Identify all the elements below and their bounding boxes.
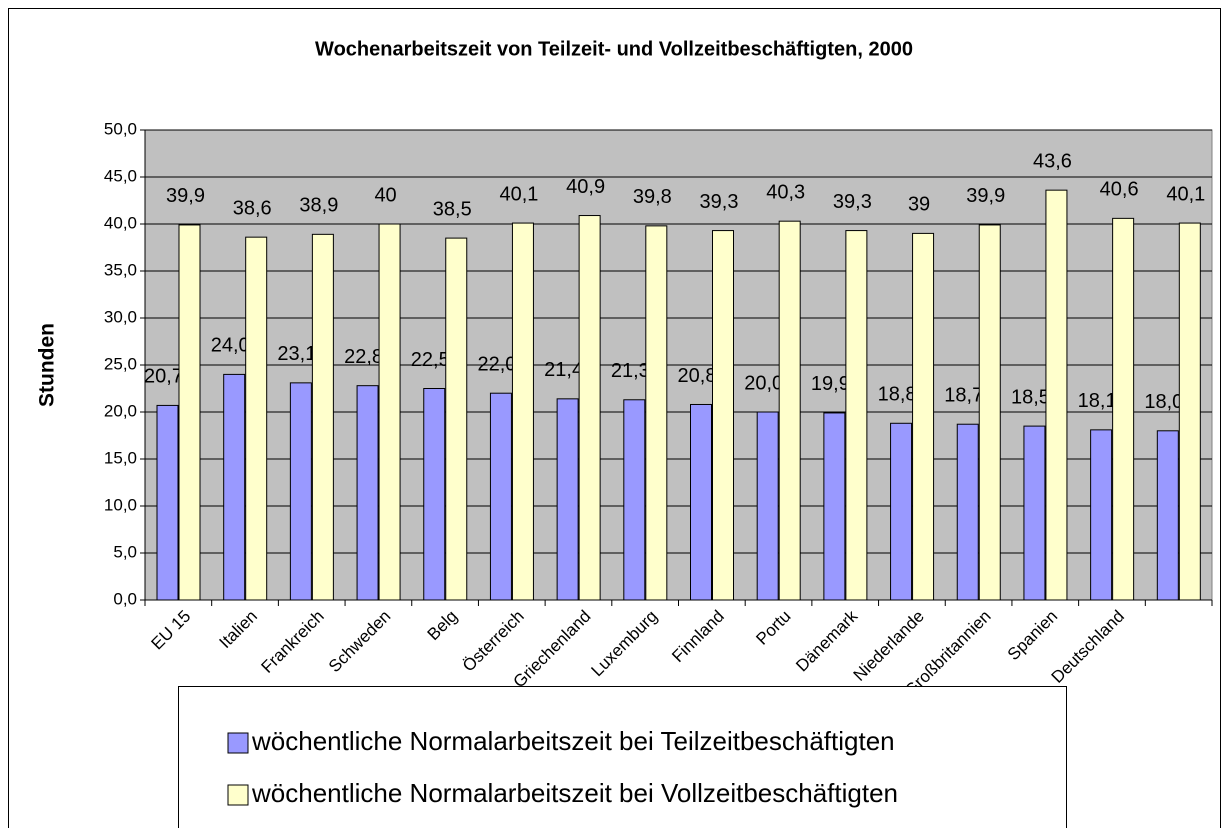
bar (978, 224, 1001, 601)
bar (156, 404, 179, 601)
data-label: 18,1 (1078, 390, 1117, 412)
bar (489, 392, 512, 601)
data-label: 39,3 (700, 191, 739, 213)
bar (845, 230, 868, 601)
data-label: 43,6 (1033, 150, 1072, 172)
y-tick-label: 10,0 (104, 495, 137, 514)
bar (756, 411, 779, 601)
chart-title: Wochenarbeitszeit von Teilzeit- und Voll… (315, 38, 913, 60)
data-label: 38,6 (233, 197, 272, 219)
data-label: 38,5 (433, 198, 472, 220)
y-tick-label: 25,0 (104, 354, 137, 373)
data-label: 18,7 (944, 385, 983, 407)
bar (311, 233, 334, 601)
bar (245, 236, 268, 601)
bar (1112, 217, 1135, 601)
legend-label: wöchentliche Normalarbeitszeit bei Vollz… (251, 778, 898, 808)
y-tick-label: 40,0 (104, 213, 137, 232)
bar (378, 223, 401, 601)
data-label: 39,9 (166, 185, 205, 207)
data-label: 21,3 (611, 360, 650, 382)
data-label: 40 (374, 184, 396, 206)
data-label: 21,4 (544, 359, 583, 381)
data-label: 39,9 (966, 185, 1005, 207)
bar (778, 220, 801, 601)
bar (223, 373, 246, 601)
data-label: 40,1 (1166, 183, 1205, 205)
data-label: 40,6 (1100, 179, 1139, 201)
data-label: 19,9 (811, 373, 850, 395)
bar (1178, 222, 1201, 601)
data-label: 39 (908, 194, 930, 216)
y-tick-label: 20,0 (104, 401, 137, 420)
legend-label: wöchentliche Normalarbeitszeit bei Teilz… (251, 726, 895, 756)
data-label: 18,8 (878, 384, 917, 406)
bar (556, 398, 579, 601)
data-label: 40,9 (566, 176, 605, 198)
y-tick-label: 35,0 (104, 260, 137, 279)
data-label: 20,7 (144, 366, 183, 388)
y-tick-label: 5,0 (113, 542, 137, 561)
data-label: 22,8 (344, 346, 383, 368)
bar (578, 215, 601, 601)
bar (623, 399, 646, 601)
bar (712, 230, 734, 601)
data-label: 22,0 (477, 353, 516, 375)
bar (1090, 429, 1113, 601)
data-label: 40,1 (499, 183, 538, 205)
data-label: 18,0 (1144, 391, 1183, 413)
bar (445, 237, 468, 601)
data-label: 18,5 (1011, 386, 1050, 408)
bar (823, 412, 846, 601)
bar (1156, 430, 1179, 601)
data-label: 39,8 (633, 186, 672, 208)
data-label: 38,9 (299, 195, 338, 217)
legend (178, 686, 1067, 828)
y-tick-label: 15,0 (104, 448, 137, 467)
legend-swatch (227, 784, 249, 806)
data-label: 40,3 (766, 181, 805, 203)
data-label: 20,8 (678, 365, 717, 387)
bar (1023, 425, 1046, 601)
bar (356, 385, 379, 601)
bar (890, 422, 913, 601)
bar (690, 403, 712, 601)
y-tick-label: 30,0 (104, 307, 137, 326)
data-label: 22,5 (411, 349, 450, 371)
data-label: 23,1 (277, 343, 316, 365)
y-tick-label: 50,0 (104, 119, 137, 138)
data-label: 20,0 (744, 372, 783, 394)
data-label: 24,0 (211, 335, 250, 357)
bar (511, 222, 534, 601)
bar (956, 423, 979, 601)
bar (912, 232, 935, 601)
bar (423, 388, 446, 601)
y-axis-label: Stunden (36, 323, 59, 407)
bar (645, 225, 668, 601)
bar (289, 382, 312, 601)
bar (178, 224, 201, 601)
y-tick-label: 45,0 (104, 166, 137, 185)
bar (1045, 189, 1068, 601)
data-label: 39,3 (833, 191, 872, 213)
y-tick-label: 0,0 (113, 589, 137, 608)
legend-swatch (227, 732, 249, 754)
